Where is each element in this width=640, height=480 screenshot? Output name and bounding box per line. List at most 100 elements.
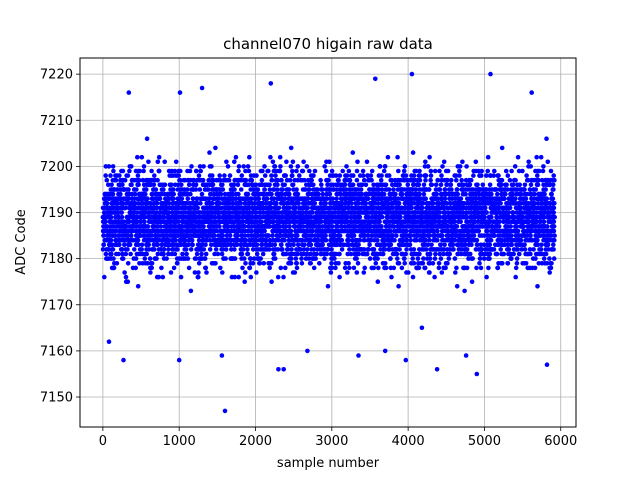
- data-point: [411, 261, 417, 266]
- data-point: [427, 154, 432, 160]
- data-point: [305, 205, 311, 211]
- data-point: [259, 219, 264, 224]
- data-point: [125, 261, 131, 266]
- data-point: [111, 265, 117, 271]
- data-point: [329, 247, 334, 252]
- data-point: [188, 247, 194, 252]
- data-point: [342, 182, 348, 188]
- data-point: [299, 256, 304, 261]
- data-point: [421, 182, 427, 188]
- data-point: [323, 168, 329, 174]
- data-point: [123, 251, 129, 257]
- data-point: [106, 247, 111, 252]
- data-point: [403, 251, 409, 257]
- data-point: [168, 270, 174, 275]
- data-point: [463, 191, 468, 197]
- data-point: [260, 168, 265, 174]
- data-point: [409, 205, 414, 211]
- data-point: [276, 205, 282, 211]
- data-point: [438, 242, 443, 248]
- data-point: [365, 233, 371, 238]
- data-point: [183, 247, 189, 252]
- data-point: [220, 187, 226, 192]
- data-point: [389, 177, 395, 183]
- data-point: [139, 247, 144, 252]
- data-point: [281, 274, 286, 280]
- data-point: [217, 214, 222, 220]
- data-point: [293, 256, 299, 261]
- data-point: [397, 182, 402, 188]
- data-point: [362, 265, 368, 271]
- data-point: [274, 201, 279, 206]
- data-point: [376, 265, 381, 271]
- data-point: [478, 265, 484, 271]
- data-point: [173, 159, 179, 165]
- data-point: [395, 154, 400, 160]
- data-point: [458, 219, 464, 224]
- data-point: [417, 191, 422, 197]
- data-point: [253, 237, 259, 243]
- data-point: [185, 187, 190, 192]
- data-point: [201, 224, 206, 229]
- data-point: [410, 256, 416, 261]
- data-point: [171, 187, 176, 192]
- data-point: [240, 247, 246, 252]
- data-point: [301, 242, 307, 248]
- data-point: [436, 261, 442, 266]
- data-point: [434, 191, 440, 197]
- data-point: [398, 214, 403, 220]
- data-point: [290, 182, 296, 188]
- data-point: [269, 261, 274, 266]
- data-point: [120, 182, 125, 188]
- data-point: [393, 191, 398, 197]
- data-point: [439, 270, 445, 275]
- data-point: [452, 237, 458, 243]
- data-point: [308, 237, 313, 243]
- data-point: [269, 191, 274, 197]
- data-point: [356, 201, 361, 206]
- data-point: [348, 251, 354, 257]
- data-point: [438, 256, 444, 261]
- data-point: [159, 265, 164, 271]
- data-point: [379, 187, 385, 192]
- data-point: [417, 168, 422, 174]
- data-point: [206, 187, 211, 192]
- data-point: [359, 182, 365, 188]
- data-point: [319, 182, 324, 188]
- data-point: [401, 168, 407, 174]
- data-point: [449, 177, 454, 183]
- data-point: [280, 187, 286, 192]
- data-point: [245, 247, 250, 252]
- data-point: [475, 242, 480, 248]
- data-point: [270, 159, 276, 165]
- data-point: [391, 265, 397, 271]
- data-point: [454, 284, 460, 289]
- data-point: [175, 182, 181, 188]
- data-point: [345, 251, 351, 257]
- data-point: [299, 261, 305, 266]
- data-point: [416, 182, 422, 188]
- data-point: [145, 224, 151, 229]
- data-point: [222, 191, 228, 197]
- data-point: [399, 265, 405, 271]
- data-point: [269, 279, 274, 285]
- data-point: [378, 177, 384, 183]
- data-point: [461, 182, 466, 188]
- data-point: [254, 242, 260, 248]
- data-point: [197, 187, 203, 192]
- data-point: [404, 247, 409, 252]
- data-point: [454, 224, 460, 229]
- data-point: [104, 177, 110, 183]
- data-point: [129, 182, 134, 188]
- data-point: [355, 261, 361, 266]
- data-point: [444, 201, 449, 206]
- data-point: [148, 270, 153, 275]
- data-point: [288, 261, 294, 266]
- data-point: [255, 233, 260, 238]
- data-point: [477, 261, 482, 266]
- data-point: [390, 233, 395, 238]
- data-point: [464, 265, 470, 271]
- data-point: [351, 265, 357, 271]
- data-point: [194, 201, 200, 206]
- data-point: [464, 247, 470, 252]
